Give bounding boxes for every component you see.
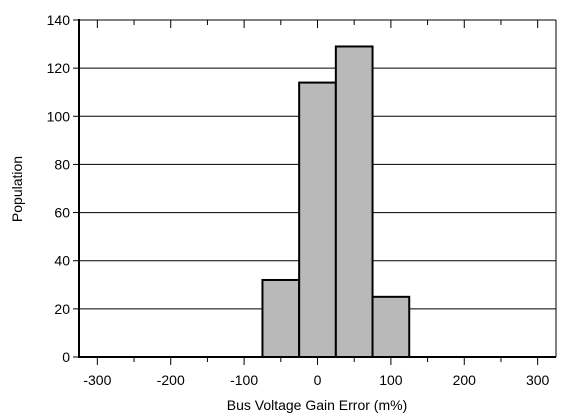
y-tick-label-100: 100	[47, 108, 71, 124]
y-tick-label-140: 140	[47, 12, 71, 28]
y-axis-title: Population	[9, 156, 25, 222]
bar-1	[298, 81, 337, 358]
bar-2	[334, 45, 374, 358]
x-tick-label-300: 300	[526, 372, 550, 388]
y-tick-label-20: 20	[54, 301, 70, 317]
y-tick-label-80: 80	[54, 156, 70, 172]
y-tick-label-60: 60	[54, 205, 70, 221]
y-tick-label-120: 120	[47, 60, 71, 76]
x-axis-title: Bus Voltage Gain Error (m%)	[227, 397, 408, 413]
y-tick-label-0: 0	[62, 349, 70, 365]
x-tick-label-200: 200	[453, 372, 477, 388]
histogram-bars	[261, 45, 411, 359]
x-tick-label-100: 100	[379, 372, 403, 388]
x-tick-label--200: -200	[157, 372, 185, 388]
x-tick-label--300: -300	[83, 372, 111, 388]
y-axis-ticks: 0 20 40 60 80 100 120 140	[47, 12, 79, 365]
bar-0	[261, 278, 301, 359]
x-tick-label--100: -100	[230, 372, 258, 388]
x-tick-label-0: 0	[314, 372, 322, 388]
y-tick-label-40: 40	[54, 253, 70, 269]
bar-3	[371, 295, 411, 359]
x-axis-ticks: -300 -200 -100 0 100 200 300	[83, 20, 550, 388]
